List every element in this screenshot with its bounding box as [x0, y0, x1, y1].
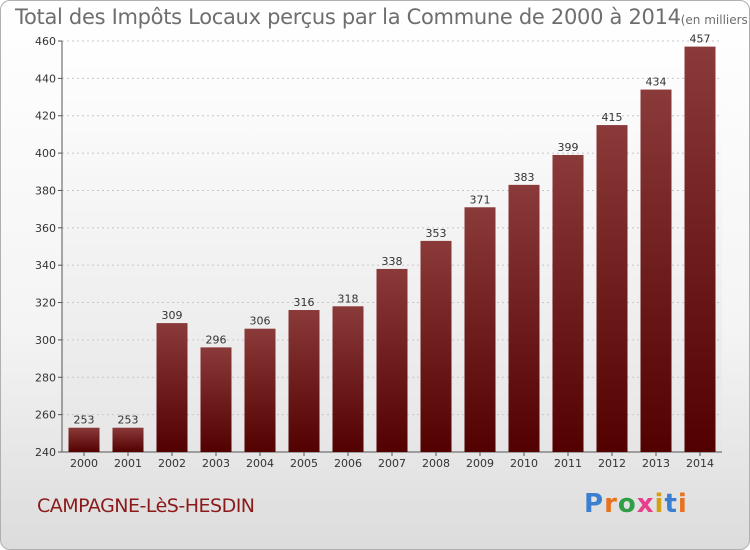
x-tick-label: 2005 [290, 457, 318, 470]
x-tick-label: 2014 [686, 457, 714, 470]
bar-value-label: 296 [206, 333, 227, 346]
bar-value-label: 318 [338, 292, 359, 305]
bar-value-label: 253 [74, 414, 95, 427]
x-tick-label: 2007 [378, 457, 406, 470]
bar [684, 46, 716, 452]
logo-letter: x [636, 489, 655, 519]
bar-value-label: 457 [690, 33, 711, 46]
x-tick-label: 2012 [598, 457, 626, 470]
commune-name: CAMPAGNE-LèS-HESDIN [37, 495, 255, 517]
bar-value-label: 434 [646, 76, 667, 89]
y-tick-label: 440 [35, 72, 56, 85]
bar [640, 89, 672, 452]
y-tick-label: 460 [35, 35, 56, 48]
x-tick-label: 2011 [554, 457, 582, 470]
x-tick-label: 2006 [334, 457, 362, 470]
bar-value-label: 338 [382, 255, 403, 268]
y-tick-label: 280 [35, 371, 56, 384]
logo-letter: i [677, 489, 688, 519]
y-tick-label: 300 [35, 334, 56, 347]
bar-value-label: 309 [162, 309, 183, 322]
x-tick-label: 2001 [114, 457, 142, 470]
x-tick-label: 2004 [246, 457, 274, 470]
bar-value-label: 399 [558, 141, 579, 154]
bar-value-label: 371 [470, 193, 491, 206]
bar [200, 347, 232, 452]
y-tick-label: 320 [35, 297, 56, 310]
chart-title: Total des Impôts Locaux perçus par la Co… [15, 5, 749, 29]
bar [156, 323, 188, 452]
y-tick-label: 360 [35, 222, 56, 235]
bar [244, 328, 276, 452]
bar [552, 154, 584, 452]
bar-value-label: 253 [118, 414, 139, 427]
logo-letter: P [584, 489, 605, 519]
x-tick-label: 2000 [70, 457, 98, 470]
chart-title-unit: (en milliers d'€) [680, 13, 749, 27]
x-tick-label: 2008 [422, 457, 450, 470]
y-tick-label: 340 [35, 259, 56, 272]
bar [464, 207, 496, 452]
logo-letter: i [654, 489, 665, 519]
logo-letter: t [664, 489, 678, 519]
y-tick-label: 240 [35, 446, 56, 459]
bar-value-label: 316 [294, 296, 315, 309]
x-tick-label: 2010 [510, 457, 538, 470]
y-tick-label: 420 [35, 110, 56, 123]
chart-title-text: Total des Impôts Locaux perçus par la Co… [15, 5, 681, 29]
bar [68, 427, 100, 452]
bar-value-label: 353 [426, 227, 447, 240]
y-tick-label: 400 [35, 147, 56, 160]
bar [420, 240, 452, 452]
logo-letter: o [617, 489, 637, 519]
bar-value-label: 306 [250, 315, 271, 328]
proxiti-logo: Proxiti [584, 489, 688, 519]
y-tick-label: 380 [35, 184, 56, 197]
logo-letter: r [604, 489, 618, 519]
bar-value-label: 415 [602, 111, 623, 124]
bar [508, 184, 540, 452]
x-tick-label: 2013 [642, 457, 670, 470]
y-tick-label: 260 [35, 409, 56, 422]
bar [112, 427, 144, 452]
bar [332, 306, 364, 452]
x-tick-label: 2002 [158, 457, 186, 470]
bar [376, 268, 408, 452]
bar [596, 125, 628, 453]
x-tick-label: 2009 [466, 457, 494, 470]
bar-value-label: 383 [514, 171, 535, 184]
x-tick-label: 2003 [202, 457, 230, 470]
bar [288, 310, 320, 452]
